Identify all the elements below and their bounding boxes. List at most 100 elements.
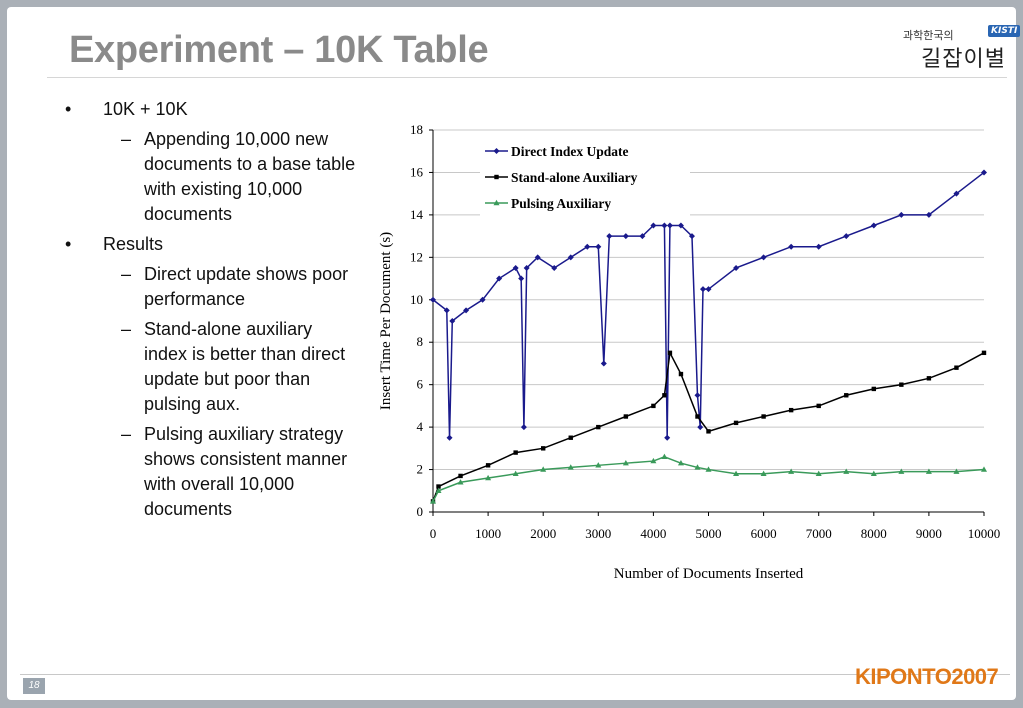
data-point [518, 275, 525, 282]
legend-label: Stand-alone Auxiliary [511, 170, 638, 185]
data-point [540, 466, 547, 472]
sub-bullet-text: Stand-alone auxiliary index is better th… [144, 319, 346, 414]
data-point [926, 376, 932, 381]
data-point [661, 222, 668, 229]
legend-swatch-marker [494, 174, 499, 180]
insert-time-chart: 0 2 4 6 8 10 12 14 16 18 0 1000 2000 3000 4000 5000 6000… [378, 122, 1000, 582]
data-point [697, 424, 704, 431]
data-point [677, 222, 684, 229]
x-tick-label: 6000 [751, 526, 777, 541]
legend-label: Pulsing Auxiliary [511, 196, 611, 211]
data-point [430, 498, 436, 504]
data-point [816, 403, 821, 409]
data-point [694, 392, 701, 399]
data-point [705, 286, 712, 293]
slide-title: Experiment – 10K Table [69, 29, 489, 71]
y-tick-label: 8 [417, 334, 424, 349]
x-tick-label: 10000 [968, 526, 1001, 541]
data-point [760, 254, 767, 261]
data-point [815, 243, 822, 250]
data-point [596, 424, 601, 430]
data-point [622, 233, 629, 240]
data-point [568, 435, 573, 440]
data-point [457, 479, 464, 485]
y-tick-label: 14 [410, 207, 424, 222]
sub-bullet-item: – Pulsing auxiliary strategy shows consis… [59, 422, 359, 522]
data-point [584, 243, 591, 250]
title-divider [47, 77, 1007, 78]
data-point [760, 470, 767, 476]
data-point [705, 466, 712, 472]
data-point [622, 459, 629, 466]
data-point [595, 462, 602, 468]
data-point [788, 243, 795, 250]
legend-box [480, 137, 690, 219]
series-pulsing-auxiliary [430, 453, 987, 504]
data-point [925, 468, 932, 474]
sub-bullet-item: – Direct update shows poor performance [59, 262, 359, 312]
data-point [595, 243, 602, 250]
data-point [520, 424, 527, 431]
data-point [788, 407, 794, 413]
data-point [463, 307, 470, 314]
data-point [843, 233, 850, 240]
data-point [458, 473, 463, 479]
bullet-item: • 10K + 10K [59, 97, 359, 122]
data-point [871, 386, 876, 392]
data-point [981, 169, 987, 176]
data-point [551, 264, 558, 271]
data-point [606, 233, 613, 240]
data-point [485, 474, 492, 481]
x-tick-label: 8000 [861, 526, 887, 541]
dash-icon: – [121, 424, 132, 444]
data-point [623, 414, 629, 419]
tick-labels: 0 2 4 6 8 10 12 14 16 18 0 1000 2000 3000 4000 5000 6000… [410, 122, 1000, 541]
data-point [664, 434, 671, 441]
data-point [639, 233, 646, 240]
brand-logo: KIPONTO2007 [855, 664, 999, 689]
data-point [925, 211, 932, 218]
x-tick-label: 0 [430, 526, 437, 541]
data-point [706, 429, 711, 434]
y-tick-label: 16 [410, 164, 424, 179]
logo-tagline: 과학한국의 [903, 29, 954, 42]
data-point [446, 434, 453, 441]
data-point [567, 464, 574, 470]
legend-swatch-marker [493, 148, 500, 154]
legend: Direct Index Update Stand-alone Auxiliary… [480, 137, 690, 219]
data-point [666, 222, 673, 229]
data-point [496, 275, 503, 282]
data-point [870, 222, 877, 229]
data-point [953, 190, 960, 197]
sub-bullet-text: Appending 10,000 new documents to a base… [144, 129, 356, 224]
data-point [844, 393, 849, 398]
axes [429, 129, 985, 516]
data-point [443, 307, 450, 314]
logo-wordmark: 길잡이별 [921, 47, 1006, 72]
data-point [954, 365, 959, 370]
x-tick-label: 3000 [585, 526, 611, 541]
bullet-dot-icon: • [65, 234, 72, 254]
sub-bullet-item: – Stand-alone auxiliary index is better t… [59, 317, 359, 417]
x-tick-label: 9000 [916, 526, 942, 541]
x-tick-label: 2000 [530, 526, 556, 541]
data-point [953, 468, 960, 474]
data-point [479, 296, 486, 303]
bullet-list: • 10K + 10K – Appending 10,000 new documen… [59, 97, 359, 527]
series-layer [430, 169, 987, 504]
x-tick-label: 1000 [475, 526, 501, 541]
legend-swatch-marker [493, 199, 500, 206]
series-direct-index-update [430, 169, 987, 441]
sub-bullet-item: – Appending 10,000 new documents to a bas… [59, 127, 359, 227]
data-point [436, 484, 441, 489]
data-point [600, 360, 607, 367]
bullet-text: 10K + 10K [103, 99, 188, 119]
data-point [512, 264, 519, 271]
bullet-item: • Results [59, 232, 359, 257]
legend-label: Direct Index Update [511, 144, 629, 159]
data-point [523, 264, 530, 271]
bullet-dot-icon: • [65, 99, 72, 119]
sub-bullet-text: Direct update shows poor performance [144, 264, 349, 309]
data-point [435, 487, 442, 493]
data-point [513, 450, 518, 455]
